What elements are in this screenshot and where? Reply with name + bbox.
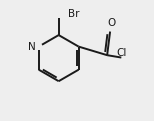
Text: N: N bbox=[28, 42, 35, 52]
Text: O: O bbox=[108, 18, 116, 28]
Text: Br: Br bbox=[68, 9, 79, 19]
Text: Cl: Cl bbox=[116, 48, 127, 58]
